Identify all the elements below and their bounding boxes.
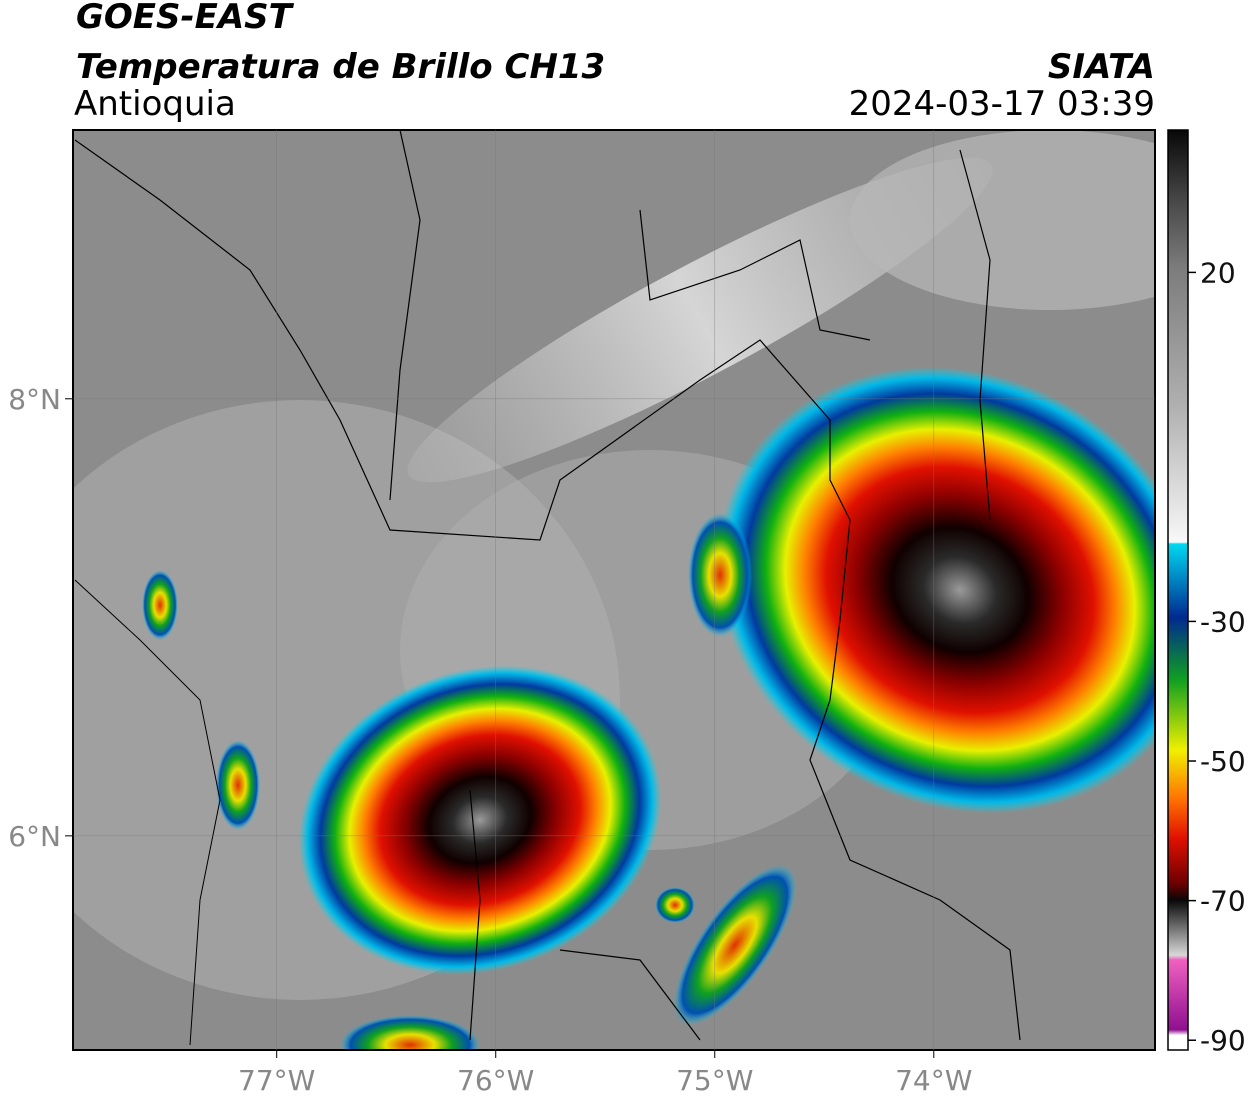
colorbar-tick-label: -90: [1200, 1024, 1246, 1057]
colorbar-tick-label: 20: [1200, 256, 1236, 289]
source: SIATA: [1048, 47, 1155, 87]
y-tick-label: 8°N: [8, 383, 61, 416]
satellite-image: [73, 130, 1155, 1050]
colorbar: [1167, 129, 1189, 1051]
colorbar-tick-label: -70: [1200, 885, 1246, 918]
colorbar-tick-label: -50: [1200, 745, 1246, 778]
y-tick-label: 6°N: [8, 820, 61, 853]
subtitle: Temperatura de Brillo CH13: [76, 47, 605, 87]
x-tick-label: 77°W: [238, 1064, 315, 1097]
region: Antioquia: [74, 84, 236, 124]
datetime: 2024-03-17 03:39: [849, 84, 1155, 124]
title: GOES-EAST: [76, 0, 295, 37]
x-tick-label: 76°W: [457, 1064, 534, 1097]
x-tick-label: 75°W: [676, 1064, 753, 1097]
map-frame: [72, 129, 1156, 1051]
colorbar-tick-label: -30: [1200, 605, 1246, 638]
x-tick-label: 74°W: [895, 1064, 972, 1097]
